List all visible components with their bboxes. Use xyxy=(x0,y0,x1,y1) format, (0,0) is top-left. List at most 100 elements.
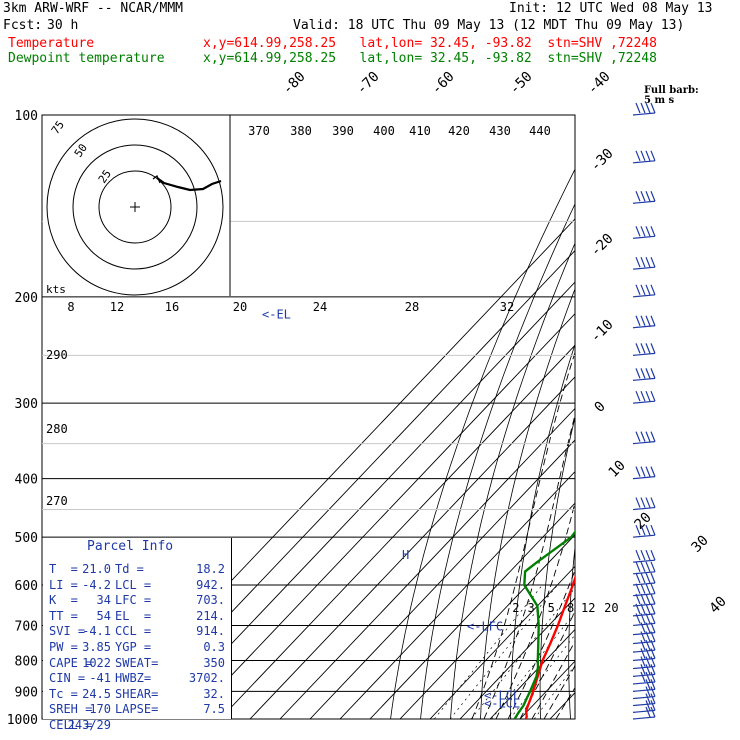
dry-adiabat-line xyxy=(723,115,740,719)
hodograph-ring-label: 75 xyxy=(49,118,67,136)
wind-barb-flag xyxy=(650,226,656,237)
parcel-info-cell: 54 xyxy=(96,608,111,623)
moist-adiabat-line xyxy=(531,640,575,719)
speed-tick-label: 12 xyxy=(110,300,124,314)
wind-barb-flag xyxy=(635,390,641,402)
wind-barb-shaft xyxy=(632,709,656,713)
barb-legend-title: Full barb: xyxy=(644,85,699,96)
parcel-info-cell: 1022 xyxy=(82,655,111,670)
hodograph-ring xyxy=(98,170,172,244)
wind-barb-flag xyxy=(650,497,656,508)
dry-adiabat-line xyxy=(539,416,575,719)
wind-barb-flag xyxy=(640,593,646,605)
isotherm-line xyxy=(519,660,575,719)
h-marker: H xyxy=(402,548,409,562)
speed-tick-label: 28 xyxy=(405,300,419,314)
wind-barb-flag xyxy=(635,256,641,268)
dry-adiabat-line xyxy=(675,115,740,719)
dry-adiabat-line xyxy=(699,115,740,719)
wind-barb-shaft xyxy=(632,441,656,445)
parcel-info-cell: TT = xyxy=(49,608,78,623)
wind-barb-flag xyxy=(650,150,656,162)
wind-barb-shaft xyxy=(632,476,656,480)
parcel-info-cell: SWEAT= xyxy=(115,655,159,670)
plot-frame xyxy=(41,114,576,720)
wind-barb-flag xyxy=(650,664,656,675)
hodograph-ring-label: 25 xyxy=(96,167,114,185)
moist-adiabat-line xyxy=(495,500,575,719)
wind-barb-flag xyxy=(645,671,651,683)
wind-barb-flag xyxy=(645,524,651,536)
wind-barb-flag xyxy=(640,256,646,268)
wind-barb-flag xyxy=(645,368,651,379)
wind-barb-flag xyxy=(645,603,651,615)
isotherm-line xyxy=(369,502,575,719)
pressure-label: 100 xyxy=(15,109,38,124)
dry-adiabat-line xyxy=(649,115,740,719)
hodograph-ring xyxy=(72,144,198,270)
wind-barb-flag xyxy=(645,583,651,594)
pressure-label: 900 xyxy=(15,685,38,700)
hodograph-ring-label: 50 xyxy=(72,141,90,159)
lfc-marker: <-LFC xyxy=(467,620,503,634)
isotherm-label: -10 xyxy=(588,317,617,346)
theta-label: 370 xyxy=(248,124,270,138)
forecast-hour: 30 h xyxy=(47,18,79,33)
parcel-info-cell: CAPE = xyxy=(49,655,93,670)
parcel-info-cell: Tc = xyxy=(49,686,78,701)
isotherm-label: -70 xyxy=(354,69,383,98)
isotherm-label: -40 xyxy=(585,69,614,98)
wind-barb-shaft xyxy=(632,695,656,700)
mixing-ratio-label: 3 xyxy=(527,601,534,615)
isotherm-line xyxy=(309,439,575,719)
wind-barb-flag xyxy=(650,524,656,536)
init-time: Init: 12 UTC Wed 08 May 13 xyxy=(509,1,713,16)
moist-adiabat-line xyxy=(471,351,575,719)
temperature-legend-info: x,y=614.99,258.25 lat,lon= 32.45, -93.82… xyxy=(203,36,657,51)
wind-barb-flag xyxy=(640,315,646,326)
ccl-marker: <-LCL xyxy=(484,688,520,702)
parcel-info-panel: Parcel Info T = 21.0 Td = 18.2 LI = -4.2 LCL =… xyxy=(43,538,232,732)
isotherm-line xyxy=(159,281,575,719)
wind-barb-flag xyxy=(650,593,656,605)
isotherm-line xyxy=(249,376,575,719)
wind-barb-shaft xyxy=(632,640,656,645)
theta-label: 280 xyxy=(46,422,68,436)
parcel-info-cell: 350 xyxy=(203,655,225,670)
wind-barb-flag xyxy=(640,343,646,354)
wind-barb-shaft xyxy=(632,716,656,720)
parcel-info-cell: 24.5 xyxy=(82,686,111,701)
wind-barb-flag xyxy=(650,613,656,624)
wind-barb-shaft xyxy=(632,622,656,627)
wind-barb-flag xyxy=(645,497,651,508)
wind-barb-flag xyxy=(650,284,656,296)
parcel-info-title: Parcel Info xyxy=(87,539,174,554)
theta-label: 410 xyxy=(409,124,431,138)
wind-barb-flag xyxy=(640,671,646,683)
el-marker: <-EL xyxy=(262,308,291,322)
pressure-label: 300 xyxy=(15,397,38,412)
wind-barb-flag xyxy=(645,593,651,605)
isotherm-label: -20 xyxy=(588,231,617,260)
parcel-info-cell: 21.0 xyxy=(82,562,111,576)
isotherm-line xyxy=(580,115,740,719)
wind-barb-flag xyxy=(640,583,646,594)
wind-barb-flag xyxy=(640,549,646,561)
speed-tick-label: 20 xyxy=(233,300,247,314)
theta-label: 380 xyxy=(290,124,312,138)
isotherm-line xyxy=(339,470,575,719)
wind-barb-shaft xyxy=(632,400,656,404)
wind-barb-flag xyxy=(635,561,641,573)
speed-tick-label: 32 xyxy=(500,300,514,314)
parcel-info-cell: 3702. xyxy=(188,671,225,686)
wind-barb-shaft xyxy=(632,603,656,607)
wind-barb-flag xyxy=(645,191,651,202)
dry-adiabat-line xyxy=(420,202,575,719)
wind-barb-shaft xyxy=(632,266,656,270)
mixing-ratio-label: 5 xyxy=(548,601,555,615)
wind-barb-shaft xyxy=(632,681,656,685)
parcel-info-cell: 0.3 xyxy=(203,640,225,654)
parcel-info-cell: PW = xyxy=(49,640,78,654)
wind-barb-shaft xyxy=(632,294,656,298)
dry-adiabat-line xyxy=(480,287,575,719)
